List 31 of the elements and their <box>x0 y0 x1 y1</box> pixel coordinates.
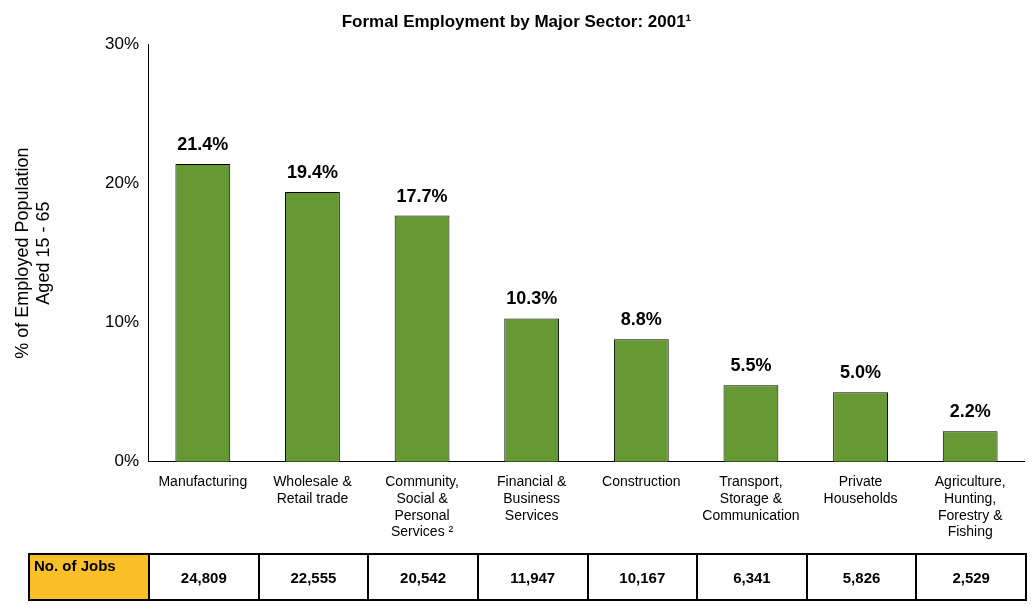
y-tick-label: 10% <box>104 312 139 332</box>
y-tick-label: 30% <box>104 34 139 54</box>
text: 2,529 <box>916 554 1026 600</box>
data-label: 19.4% <box>286 161 338 182</box>
x-tick-label: Construction <box>602 473 681 490</box>
data-label: 2.2% <box>949 401 991 422</box>
x-tick-label: Transport, Storage & Communication <box>702 473 800 523</box>
data-label: 5.0% <box>840 362 882 383</box>
text: 5,826 <box>806 554 917 600</box>
y-tick-label: 0% <box>114 451 139 471</box>
y-tick-label: 20% <box>104 173 139 193</box>
text: 22,555 <box>258 554 369 600</box>
data-label: 10.3% <box>506 288 558 309</box>
x-tick-label: Wholesale & Retail trade <box>273 473 353 506</box>
data-label: 8.8% <box>620 309 662 330</box>
x-tick-label: Financial & Business Services <box>497 473 567 523</box>
text: 24,809 <box>149 554 259 600</box>
text: No. of Jobs <box>29 554 149 600</box>
x-tick-label: Manufacturing <box>158 473 248 490</box>
y-axis-title: % of Employed Population Aged 15 - 65 <box>11 147 54 359</box>
x-tick-label: Agriculture, Hunting, Forestry & Fishing <box>934 473 1006 540</box>
x-tick-label: Community, Social & Personal Services ² <box>385 473 459 540</box>
x-tick-label: Private Households <box>823 473 898 506</box>
chart-title: Formal Employment by Major Sector: 2001¹ <box>341 11 692 31</box>
text: 6,341 <box>697 554 807 600</box>
text: 11,947 <box>477 554 588 600</box>
data-label: 21.4% <box>177 134 229 155</box>
text: 20,542 <box>368 554 478 600</box>
data-label: 17.7% <box>396 185 448 206</box>
text: 10,167 <box>587 554 698 600</box>
data-label: 5.5% <box>730 355 772 376</box>
